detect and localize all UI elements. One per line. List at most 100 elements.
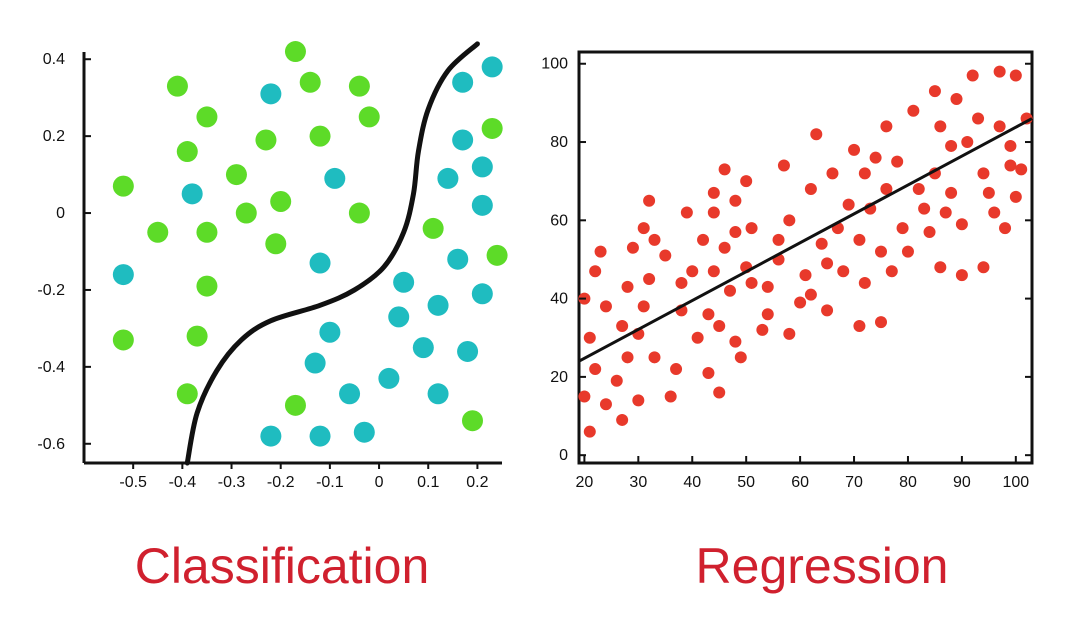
data-point [729, 194, 742, 207]
data-point [589, 265, 602, 278]
x-tick-label: 0.2 [466, 474, 488, 491]
classification-points [112, 41, 508, 447]
class-a-point [112, 175, 134, 197]
class-a-point [196, 275, 218, 297]
class-b-point [181, 183, 203, 205]
data-point [821, 304, 834, 317]
class-b-point [304, 352, 326, 374]
y-tick-label: 0.2 [43, 128, 65, 145]
classification-caption: Classification [135, 538, 430, 594]
class-b-point [471, 283, 493, 305]
x-tick-label: 50 [737, 474, 755, 491]
class-b-point [427, 294, 449, 316]
data-point [1009, 190, 1022, 203]
x-tick-label: -0.3 [218, 474, 246, 491]
y-tick-label: 80 [550, 134, 568, 151]
data-point [664, 390, 677, 403]
data-point [670, 363, 683, 376]
data-point [583, 331, 596, 344]
data-point [945, 186, 958, 199]
data-point [648, 351, 661, 364]
class-a-point [486, 244, 508, 266]
x-tick-label: 70 [845, 474, 863, 491]
class-a-point [358, 106, 380, 128]
x-tick-label: 20 [575, 474, 593, 491]
class-b-point [437, 167, 459, 189]
data-point [955, 218, 968, 231]
data-point [875, 245, 887, 258]
data-point [599, 398, 612, 411]
regression-chart: 20 30 40 50 60 70 80 90 100 0 20 40 60 80 100 Regressi… [541, 50, 1034, 594]
data-point [988, 206, 1001, 219]
class-b-point [324, 167, 346, 189]
data-point [918, 202, 931, 215]
x-tick-label: 40 [683, 474, 701, 491]
data-point [853, 233, 866, 246]
class-b-point [447, 248, 469, 270]
data-point [697, 233, 710, 246]
class-b-point [339, 383, 361, 405]
x-tick-label: -0.5 [119, 474, 147, 491]
data-point [740, 175, 753, 188]
data-point [610, 374, 623, 387]
class-b-point [427, 383, 449, 405]
data-point [1015, 163, 1028, 176]
class-a-point [461, 410, 483, 432]
data-point [891, 155, 904, 168]
decision-boundary [184, 41, 480, 466]
x-tick-label: 30 [629, 474, 647, 491]
data-point [648, 233, 661, 246]
class-b-point [452, 71, 474, 93]
data-point [729, 335, 742, 348]
data-point [869, 151, 882, 164]
data-point [621, 280, 634, 293]
data-point [815, 237, 828, 250]
y-tick-label: 20 [550, 369, 568, 386]
data-point [945, 139, 958, 152]
data-point [718, 163, 731, 176]
class-b-point [412, 337, 434, 359]
data-point [729, 226, 742, 239]
data-point [756, 323, 769, 336]
regression-points [578, 65, 1033, 438]
regression-ticks: 20 30 40 50 60 70 80 90 100 0 20 40 60 80 100 [541, 56, 1032, 491]
x-tick-label: 90 [953, 474, 971, 491]
data-point [907, 104, 920, 117]
data-point [961, 136, 974, 149]
data-point [707, 265, 720, 278]
data-point [950, 92, 963, 105]
class-a-point [196, 106, 218, 128]
regression-trend-line [578, 117, 1033, 363]
data-point [993, 65, 1006, 78]
x-tick-label: -0.1 [316, 474, 344, 491]
data-point [901, 245, 914, 258]
y-tick-label: 40 [550, 291, 568, 308]
data-point [993, 120, 1006, 133]
x-tick-label: 0 [375, 474, 384, 491]
class-a-point [176, 141, 198, 163]
data-point [734, 351, 747, 364]
data-point [923, 226, 936, 239]
class-b-point [471, 156, 493, 178]
data-point [702, 366, 715, 379]
data-point [626, 241, 639, 254]
data-point [583, 425, 596, 438]
data-point [934, 261, 947, 274]
data-point [713, 320, 726, 332]
data-point [691, 331, 704, 344]
y-tick-label: 0.4 [43, 51, 65, 68]
data-point [707, 206, 720, 219]
classification-ticks: -0.5 -0.4 -0.3 -0.2 -0.1 0 0.1 0.2 0.4 0.2 0 -0.2 -0… [37, 51, 488, 491]
data-point [686, 265, 699, 278]
data-point [707, 186, 720, 199]
data-point [643, 273, 656, 286]
data-point [1009, 69, 1022, 82]
data-point [912, 183, 925, 195]
y-tick-label: 0 [56, 205, 65, 222]
data-point [837, 265, 850, 278]
data-point [853, 320, 866, 332]
class-a-point [284, 394, 306, 416]
class-b-point [319, 321, 341, 343]
y-tick-label: 60 [550, 212, 568, 229]
